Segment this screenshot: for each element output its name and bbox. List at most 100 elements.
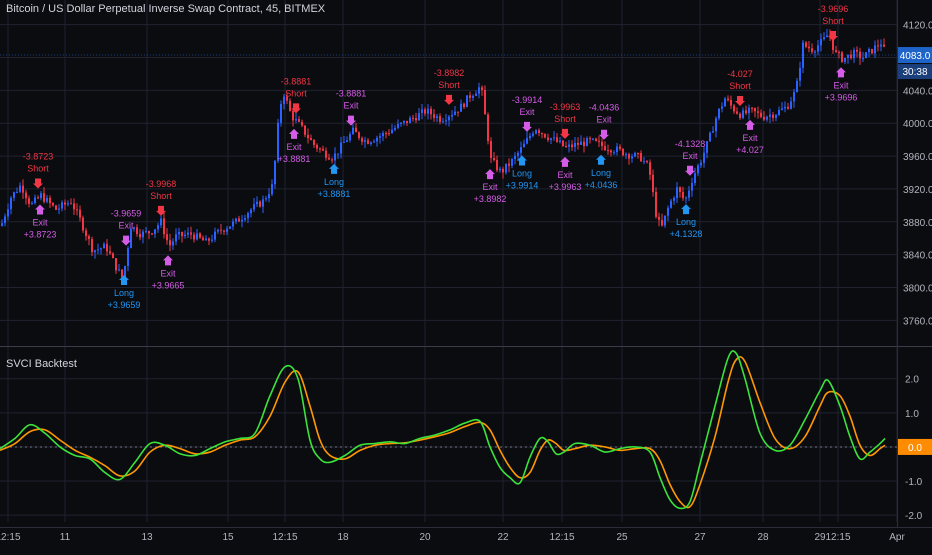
zero-badge-value: 0.0 <box>908 443 922 454</box>
indicator-axis-tick-label: -1.0 <box>905 477 923 488</box>
price-axis-tick-label: 3840.0 <box>903 251 932 262</box>
candle-body <box>862 58 864 60</box>
trade-label: Long <box>114 288 134 298</box>
candle-body <box>301 121 303 126</box>
candle-body <box>457 111 459 113</box>
candle-body <box>79 209 81 218</box>
candle-body <box>34 197 36 203</box>
candle-body <box>820 39 822 46</box>
candle-body <box>433 114 435 118</box>
countdown-badge-value: 30:38 <box>902 67 927 78</box>
candle-body <box>97 249 99 251</box>
candle-body <box>340 142 342 154</box>
candle-body <box>85 230 87 237</box>
candle-body <box>550 138 552 141</box>
candle-body <box>700 162 702 166</box>
candle-body <box>124 266 126 278</box>
price-badge-value: 4083.0 <box>900 51 931 62</box>
candle-body <box>676 187 678 199</box>
candle-body <box>673 198 675 201</box>
time-axis-tick-label: 15 <box>222 532 234 543</box>
trade-arrow-icon <box>828 30 838 41</box>
candle-body <box>859 51 861 59</box>
time-axis-tick-label: 28 <box>757 532 769 543</box>
candle-body <box>571 144 573 148</box>
candle-body <box>298 119 300 122</box>
time-axis-tick-label: 20 <box>419 532 431 543</box>
trade-arrow-icon <box>735 96 745 106</box>
candle-body <box>619 146 621 149</box>
candle-body <box>25 192 27 199</box>
candle-body <box>652 174 654 193</box>
candle-body <box>112 253 114 259</box>
candle-body <box>271 184 273 195</box>
candle-body <box>874 45 876 54</box>
candle-body <box>391 129 393 134</box>
candle-body <box>349 134 351 141</box>
trade-arrow-icon <box>522 121 532 132</box>
candle-body <box>94 250 96 253</box>
candle-body <box>568 144 570 147</box>
candle-body <box>577 142 579 145</box>
candle-body <box>586 138 588 147</box>
candle-body <box>259 201 261 207</box>
price-axis-tick-label: 3760.0 <box>903 316 932 327</box>
candle-body <box>37 197 39 199</box>
trade-value: -3.8723 <box>23 151 54 161</box>
trade-value: +3.9665 <box>152 280 185 290</box>
candle-body <box>541 133 543 135</box>
candle-body <box>136 227 138 235</box>
candle-body <box>310 138 312 141</box>
candle-body <box>685 197 687 199</box>
candle-body <box>865 52 867 59</box>
candle-body <box>220 229 222 231</box>
candle-body <box>808 46 810 49</box>
candle-body <box>193 234 195 240</box>
candle-body <box>646 161 648 163</box>
time-axis-tick-label: 12:15 <box>549 532 574 543</box>
trade-label: Short <box>285 88 307 98</box>
candle-body <box>151 233 153 235</box>
candle-body <box>832 36 834 51</box>
candle-body <box>691 182 693 191</box>
time-axis-tick-label: 11 <box>60 532 71 543</box>
candle-body <box>649 162 651 175</box>
candle-body <box>802 42 804 68</box>
candle-body <box>484 89 486 115</box>
time-axis-tick-label: 27 <box>694 532 706 543</box>
candle-body <box>280 104 282 123</box>
candle-body <box>1 223 3 226</box>
candle-body <box>655 192 657 217</box>
candle-body <box>505 163 507 173</box>
trade-label: Short <box>554 114 576 124</box>
candle-body <box>421 109 423 114</box>
candle-body <box>106 243 108 252</box>
candle-body <box>19 185 21 192</box>
time-axis-tick-label: 29 <box>814 532 826 543</box>
candle-body <box>463 103 465 108</box>
candle-body <box>439 116 441 122</box>
candle-body <box>148 231 150 234</box>
candle-body <box>748 107 750 114</box>
trade-arrow-icon <box>745 119 755 130</box>
candle-body <box>811 48 813 52</box>
time-axis-tick-label: 13 <box>141 532 153 543</box>
candle-body <box>388 133 390 135</box>
trade-label: Exit <box>682 151 698 161</box>
candle-body <box>769 114 771 117</box>
trade-value: +4.027 <box>736 145 764 155</box>
candle-body <box>616 146 618 153</box>
candle-body <box>520 147 522 153</box>
candle-body <box>157 225 159 230</box>
candle-body <box>508 163 510 166</box>
trade-value: +3.8881 <box>278 154 311 164</box>
candle-body <box>322 148 324 151</box>
trade-label: Exit <box>32 218 48 228</box>
trade-label: Exit <box>742 133 758 143</box>
trade-label: Long <box>324 177 344 187</box>
candle-body <box>82 217 84 231</box>
candle-body <box>163 218 165 235</box>
candle-body <box>805 42 807 47</box>
